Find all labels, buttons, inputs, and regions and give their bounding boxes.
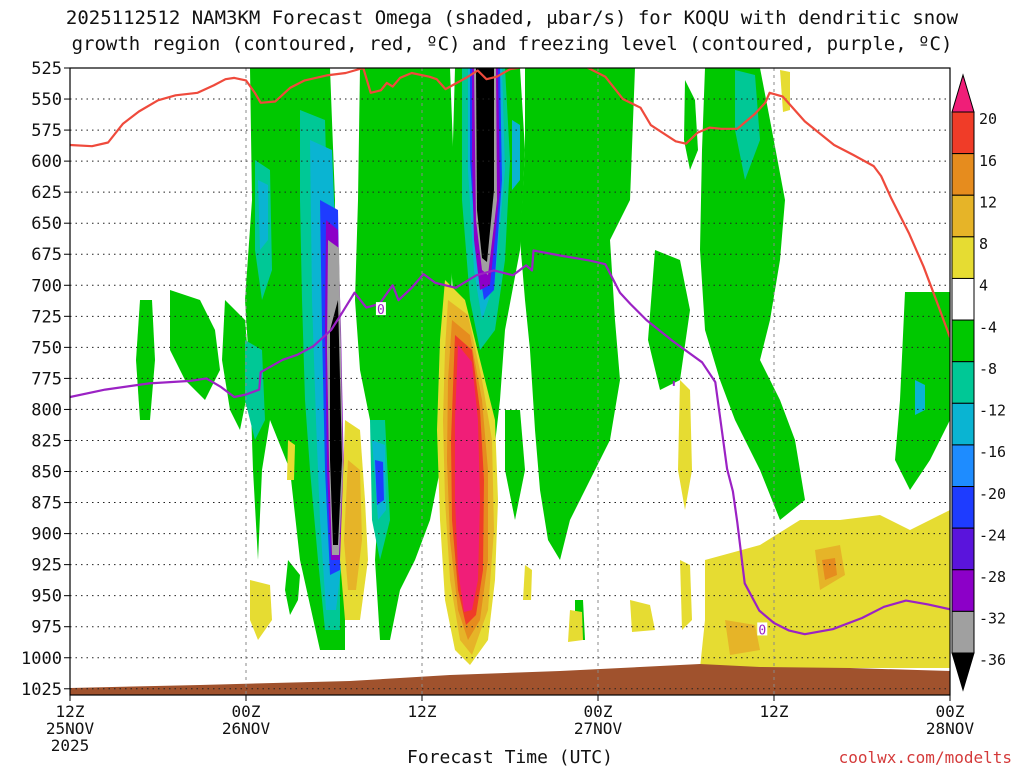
omega-pink-core (455, 345, 480, 612)
y-tick-label: 1025 (21, 680, 62, 700)
y-tick-label: 950 (31, 587, 62, 607)
terrain-fill (70, 664, 950, 695)
x-tick-label: 28NOV (926, 719, 975, 738)
x-tick-label: 12Z (56, 702, 85, 721)
colorbar-swatch (951, 527, 975, 571)
y-tick-label: 550 (31, 90, 62, 110)
credit-link[interactable]: coolwx.com/modelts (839, 748, 1012, 767)
colorbar-swatch (951, 111, 975, 155)
y-tick-label: 800 (31, 400, 62, 420)
colorbar-swatch (951, 402, 975, 446)
y-tick-label: 725 (31, 307, 62, 327)
contour-lines (70, 68, 950, 636)
colorbar-swatch (951, 194, 975, 238)
colorbar-swatch (951, 486, 975, 529)
colorbar-tick-label: -24 (979, 526, 1006, 544)
y-tick-label: 525 (31, 59, 62, 79)
colorbar-tick-label: 4 (979, 277, 988, 295)
y-tick-label: 625 (31, 183, 62, 203)
colorbar-tick-label: -16 (979, 443, 1006, 461)
y-tick-label: 875 (31, 494, 62, 514)
colorbar-tick-label: -8 (979, 360, 997, 378)
colorbar-tick-label: -20 (979, 485, 1006, 503)
x-tick-label: 2025 (51, 736, 90, 755)
freezing-level-spot (672, 380, 675, 386)
y-tick-label: 1000 (21, 649, 62, 669)
contour-label: 0 (758, 623, 766, 638)
colorbar-tick-label: -36 (979, 651, 1006, 669)
chart-title-line-1: 2025112512 NAM3KM Forecast Omega (shaded… (66, 7, 959, 29)
colorbar-tick-label: 16 (979, 152, 997, 170)
y-tick-label: 750 (31, 338, 62, 358)
contour-labels: 00 (375, 302, 768, 638)
freezing-level-contour (70, 249, 950, 636)
contour-label-bg (757, 622, 768, 636)
y-tick-label: 900 (31, 525, 62, 545)
grid-lines (69, 67, 951, 695)
colorbar-tick-label: 20 (979, 110, 997, 128)
x-tick-label: 12Z (408, 702, 437, 721)
colorbar-tick-label: -4 (979, 318, 997, 336)
colorbar-tick-label: -32 (979, 610, 1006, 628)
x-tick-label: 12Z (760, 702, 789, 721)
colorbar-cap-top (951, 73, 975, 113)
y-tick-label: 675 (31, 245, 62, 265)
colorbar-swatch (951, 569, 975, 612)
colorbar-swatch (951, 361, 975, 404)
colorbar-tick-label: 8 (979, 235, 988, 253)
colorbar-swatch (951, 610, 975, 654)
colorbar-swatch (951, 153, 975, 196)
y-tick-label: 975 (31, 618, 62, 638)
y-axis: 525 550 575 600 625 650 675 700 725 750 775 800 825 8… (21, 59, 70, 700)
contour-label: 0 (377, 303, 385, 318)
plot-frame (69, 67, 951, 696)
colorbar-tick-label: -28 (979, 568, 1006, 586)
y-tick-label: 825 (31, 431, 62, 451)
chart-title-line-2: growth region (contoured, red, ºC) and f… (72, 33, 953, 55)
x-tick-label: 27NOV (574, 719, 623, 738)
x-tick-label: 00Z (232, 702, 261, 721)
x-tick-label: 25NOV (46, 719, 95, 738)
y-tick-label: 700 (31, 276, 62, 296)
colorbar-swatch (951, 277, 975, 321)
colorbar-swatch (951, 444, 975, 488)
colorbar-tick-label: -12 (979, 402, 1006, 420)
y-tick-label: 600 (31, 152, 62, 172)
x-tick-label: 26NOV (222, 719, 271, 738)
colorbar-swatch (951, 319, 975, 363)
y-tick-label: 575 (31, 121, 62, 141)
y-tick-label: 650 (31, 214, 62, 234)
colorbar-swatch (951, 236, 975, 279)
dendritic-growth-contour (70, 68, 950, 338)
contour-label-bg (375, 302, 386, 316)
colorbar-cap-bottom (951, 652, 975, 692)
colorbar: 20 16 12 8 4 -4 -8 -12 -16 -20 -24 -28 -32 -36 (951, 73, 1006, 692)
x-tick-label: 00Z (584, 702, 613, 721)
omega-shading (136, 68, 950, 668)
omega-black-core (330, 68, 494, 545)
y-tick-label: 925 (31, 556, 62, 576)
y-tick-label: 850 (31, 463, 62, 483)
y-tick-label: 775 (31, 369, 62, 389)
colorbar-tick-label: 12 (979, 193, 997, 211)
x-axis-label: Forecast Time (UTC) (407, 747, 613, 768)
x-tick-label: 00Z (936, 702, 965, 721)
